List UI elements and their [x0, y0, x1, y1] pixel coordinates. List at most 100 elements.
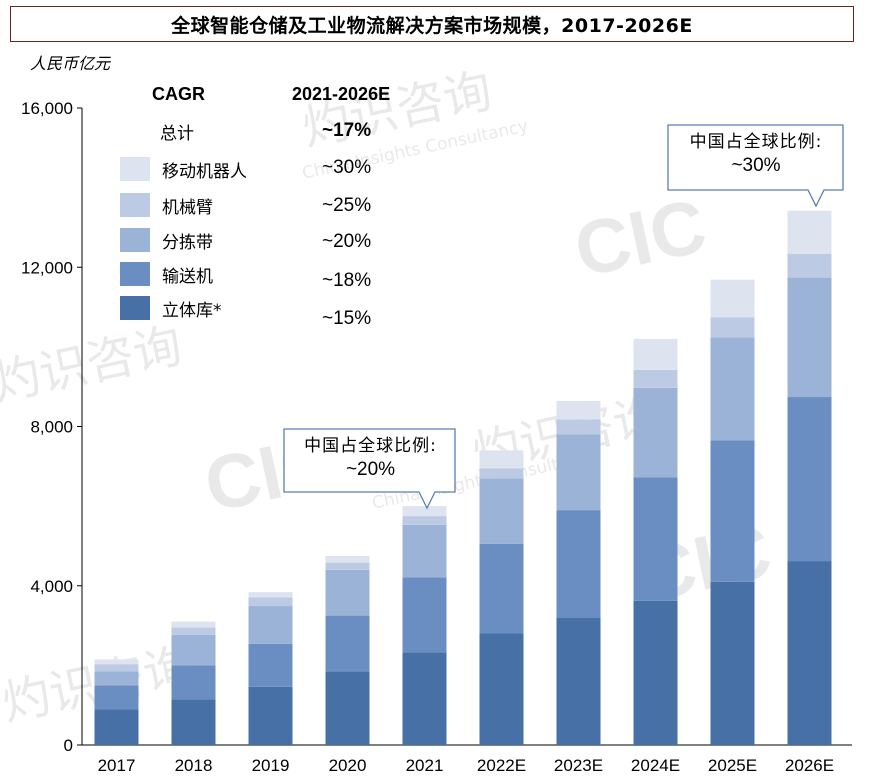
callout-border [283, 428, 456, 510]
bar-segment [402, 524, 447, 578]
chart-title: 全球智能仓储及工业物流解决方案市场规模，2017-2026E [171, 14, 693, 37]
bar-segment [633, 600, 678, 745]
bar-segment [325, 569, 370, 616]
x-tick-label: 2020 [329, 756, 367, 775]
bar-segment [787, 397, 832, 562]
bar-segment [479, 450, 524, 469]
bar-segment [248, 597, 293, 607]
legend-swatch [120, 193, 150, 217]
callout-label: 中国占全球比例: [304, 436, 437, 456]
bar-segment [402, 577, 447, 653]
legend-item: 输送机 [120, 261, 213, 287]
x-tick-label: 2019 [252, 756, 290, 775]
x-tick-label: 2018 [175, 756, 213, 775]
bar-segment [248, 686, 293, 745]
bar-segment [556, 510, 601, 618]
bar-segment [94, 659, 139, 665]
bar-segment [94, 671, 139, 686]
bar-segment [710, 317, 755, 338]
bar-segment [710, 581, 755, 745]
legend-item-label: 输送机 [162, 266, 213, 287]
x-tick-label: 2021 [406, 756, 444, 775]
x-tick-label: 2025E [708, 756, 757, 775]
legend-swatch [120, 262, 150, 286]
bar-segment [171, 634, 216, 666]
bar-segment [248, 643, 293, 687]
x-tick-label: 2026E [785, 756, 834, 775]
legend-item: 分拣带 [120, 227, 213, 253]
chart-title-box: 全球智能仓储及工业物流解决方案市场规模，2017-2026E [10, 6, 854, 42]
x-tick-label: 2017 [98, 756, 136, 775]
legend-item-label: 分拣带 [162, 232, 213, 253]
legend-item-cagr: ~20% [322, 231, 372, 252]
bar-segment [171, 621, 216, 628]
bar-segment [248, 592, 293, 598]
china-share-callout-2026: 中国占全球比例: ~30% [667, 124, 845, 208]
legend-total-row: 总计 [160, 118, 194, 144]
legend-total-cagr: ~17% [322, 120, 372, 141]
bar-segment [402, 652, 447, 745]
bar-segment [633, 477, 678, 601]
bar-segment [787, 210, 832, 254]
bar-segment [479, 543, 524, 634]
legend-item: 立体库* [120, 295, 222, 321]
bar-segment [710, 279, 755, 318]
callout-label: 中国占全球比例: [689, 132, 823, 152]
bar-segment [402, 516, 447, 525]
bar-segment [556, 617, 601, 745]
y-tick-label: 4,000 [30, 577, 73, 596]
bar-segment [479, 468, 524, 479]
legend-item-cagr: ~30% [322, 157, 372, 178]
bar-segment [787, 561, 832, 745]
legend-item-label: 立体库* [162, 300, 222, 321]
legend-item: 机械臂 [120, 192, 213, 218]
y-axis-unit-label: 人民币亿元 [30, 54, 111, 73]
bar-segment [479, 478, 524, 544]
bar-segment [556, 419, 601, 435]
bar-segment [710, 440, 755, 582]
bar-segment [633, 369, 678, 388]
bar-segment [171, 699, 216, 745]
bar-segment [479, 633, 524, 745]
callout-border [667, 124, 844, 208]
bar-segment [325, 671, 370, 745]
legend-item-cagr: ~15% [322, 308, 372, 329]
bar-segment [171, 665, 216, 700]
bar-segment [402, 506, 447, 517]
bar-segment [787, 253, 832, 278]
callout-value: ~20% [345, 459, 396, 480]
y-tick-label: 8,000 [30, 418, 73, 437]
bar-segment [94, 685, 139, 710]
y-tick-label: 0 [64, 736, 73, 755]
y-tick-label: 12,000 [21, 258, 73, 277]
bar-segment [633, 387, 678, 478]
bar-segment [633, 338, 678, 370]
legend-swatch [120, 296, 150, 320]
bar-segment [325, 562, 370, 570]
legend-item-label: 移动机器人 [162, 161, 247, 182]
y-tick-label: 16,000 [21, 99, 73, 118]
bar-segment [325, 555, 370, 563]
legend-item-cagr: ~18% [322, 270, 372, 291]
x-tick-label: 2024E [631, 756, 680, 775]
legend-item: 移动机器人 [120, 156, 247, 182]
china-share-callout-2021: 中国占全球比例: ~20% [283, 428, 458, 510]
bar-segment [710, 337, 755, 441]
callout-value: ~30% [731, 155, 781, 176]
x-tick-label: 2022E [477, 756, 526, 775]
legend-header-period: 2021-2026E [292, 84, 391, 104]
bar-segment [325, 615, 370, 672]
legend-swatch [120, 228, 150, 252]
x-tick-label: 2023E [554, 756, 603, 775]
bar-segment [556, 434, 601, 511]
bar-segment [556, 401, 601, 420]
bar-segment [787, 277, 832, 398]
bar-segment [94, 664, 139, 672]
legend-item-cagr: ~25% [322, 195, 372, 216]
legend-total-label: 总计 [160, 123, 194, 144]
legend-header-cagr: CAGR [152, 84, 205, 104]
bar-segment [171, 627, 216, 635]
legend-item-label: 机械臂 [162, 197, 213, 218]
bar-segment [94, 709, 139, 745]
